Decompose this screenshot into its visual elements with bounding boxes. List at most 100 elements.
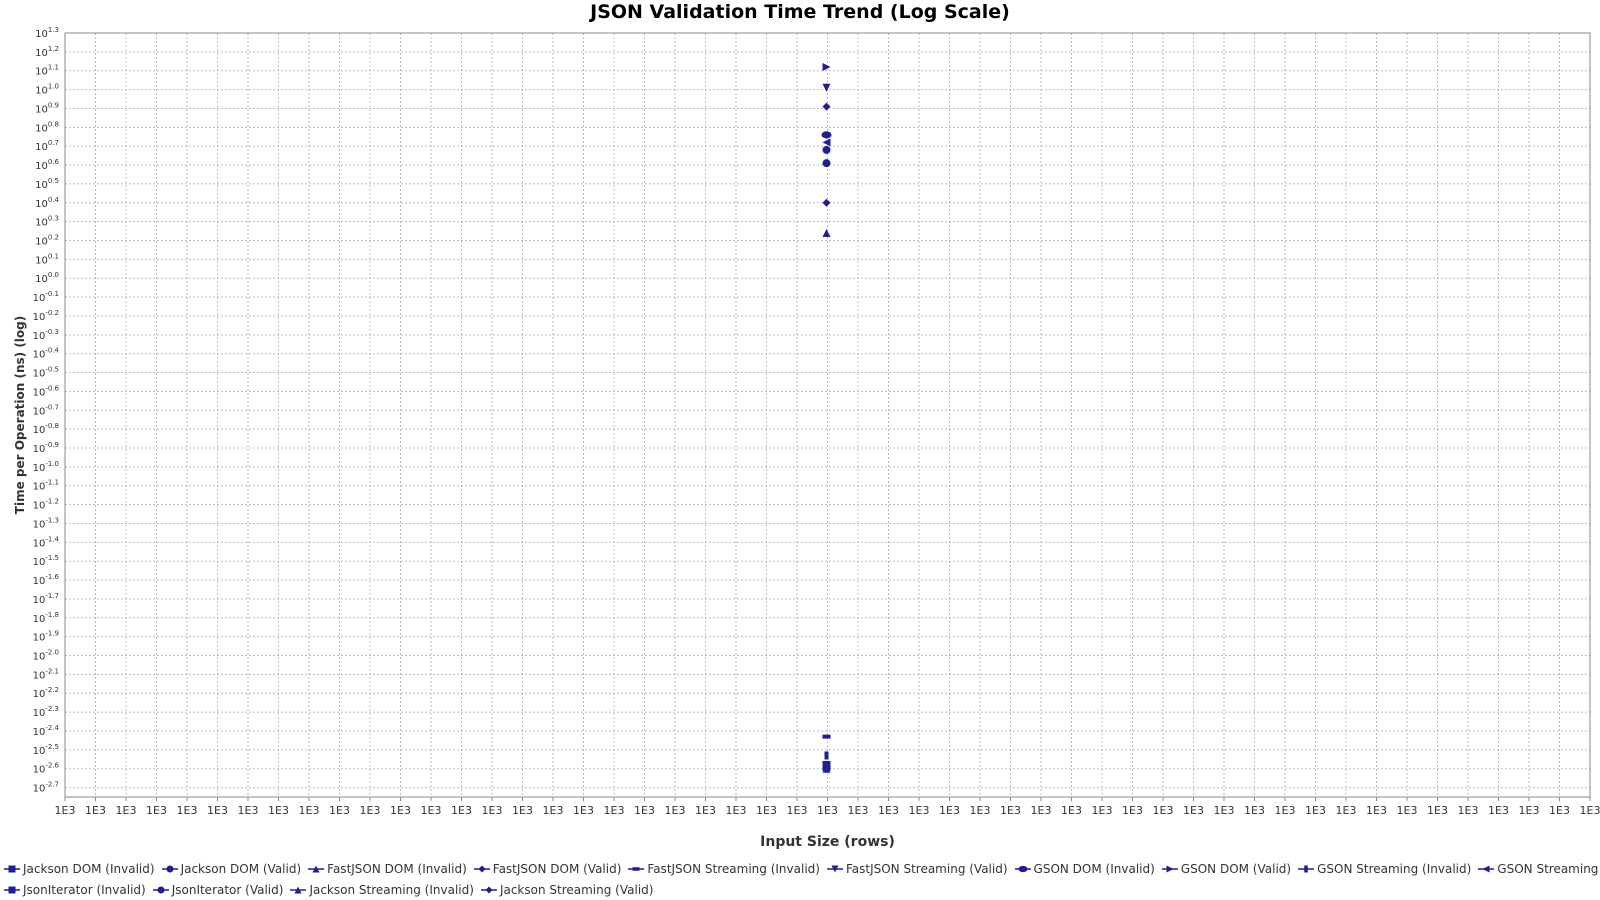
x-tick-label: 1E3 bbox=[238, 804, 259, 817]
legend-marker bbox=[4, 886, 20, 893]
y-tick-label: 10-1.7 bbox=[33, 592, 59, 606]
legend-marker bbox=[628, 866, 645, 871]
x-tick-label: 1E3 bbox=[329, 804, 350, 817]
x-tick-label: 1E3 bbox=[1061, 804, 1082, 817]
y-tick-label: 10-0.7 bbox=[33, 403, 59, 417]
legend-marker bbox=[161, 865, 178, 872]
legend-marker bbox=[4, 865, 20, 872]
y-tick-label: 10-0.4 bbox=[33, 347, 60, 361]
chart-title: JSON Validation Time Trend (Log Scale) bbox=[590, 1, 1010, 23]
data-point-3 bbox=[822, 102, 831, 111]
legend-item: Jackson DOM (Valid) bbox=[161, 862, 301, 876]
legend-label: Jackson DOM (Invalid) bbox=[23, 861, 155, 876]
x-tick-label: 1E3 bbox=[1305, 804, 1326, 817]
y-tick-label: 100.6 bbox=[35, 158, 59, 172]
x-tick-label: 1E3 bbox=[55, 804, 76, 817]
x-tick-label: 1E3 bbox=[543, 804, 564, 817]
x-tick-label: 1E3 bbox=[1366, 804, 1387, 817]
y-axis-ticks: 101.3 101.2 101.1 101.0 100.9 100.8 100.7 100.6… bbox=[33, 26, 60, 795]
y-tick-label: 10-0.9 bbox=[33, 441, 59, 455]
x-tick-label: 1E3 bbox=[451, 804, 472, 817]
legend-row: JsonIterator (Invalid) JsonIterator (Vali… bbox=[4, 879, 1594, 900]
legend-symbol bbox=[312, 865, 320, 872]
x-tick-label: 1E3 bbox=[512, 804, 533, 817]
y-tick-label: 10-0.8 bbox=[33, 422, 59, 436]
x-tick-label: 1E3 bbox=[1488, 804, 1509, 817]
data-point-5 bbox=[822, 83, 831, 92]
y-tick-label: 100.5 bbox=[35, 177, 59, 191]
x-tick-label: 1E3 bbox=[695, 804, 716, 817]
x-tick-label: 1E3 bbox=[1122, 804, 1143, 817]
data-point-7 bbox=[822, 62, 831, 71]
legend-symbol bbox=[1018, 865, 1028, 872]
legend-label: Jackson Streaming (Valid) bbox=[499, 882, 654, 897]
y-tick-label: 10-1.9 bbox=[33, 630, 59, 644]
x-tick-label: 1E3 bbox=[1153, 804, 1174, 817]
x-tick-label: 1E3 bbox=[85, 804, 106, 817]
x-axis-ticks: 1E3 1E3 1E3 1E3 1E3 1E3 1E3 1E3 1E3 1E3 1E3 1E3 1E3 1… bbox=[55, 797, 1600, 817]
x-tick-label: 1E3 bbox=[1580, 804, 1600, 817]
y-tick-label: 101.0 bbox=[35, 83, 59, 97]
y-tick-label: 101.1 bbox=[35, 64, 59, 78]
y-tick-label: 10-1.6 bbox=[33, 573, 60, 587]
x-tick-label: 1E3 bbox=[604, 804, 625, 817]
legend-symbol bbox=[1166, 865, 1174, 872]
y-tick-label: 100.2 bbox=[35, 234, 59, 248]
y-tick-label: 100.3 bbox=[35, 215, 59, 229]
data-point-12 bbox=[822, 764, 831, 773]
legend-symbol bbox=[831, 865, 839, 872]
x-tick-label: 1E3 bbox=[390, 804, 411, 817]
x-tick-label: 1E3 bbox=[939, 804, 960, 817]
legend-label: FastJSON Streaming (Invalid) bbox=[647, 861, 820, 876]
x-tick-label: 1E3 bbox=[1336, 804, 1357, 817]
legend-item: GSON Streaming (Valid) bbox=[1478, 862, 1600, 876]
y-tick-label: 100.0 bbox=[35, 271, 59, 285]
x-tick-label: 1E3 bbox=[1519, 804, 1540, 817]
legend-marker bbox=[308, 865, 325, 872]
y-tick-label: 10-1.1 bbox=[33, 479, 59, 493]
x-tick-label: 1E3 bbox=[787, 804, 808, 817]
y-tick-label: 10-0.6 bbox=[33, 384, 60, 398]
legend-label: GSON DOM (Valid) bbox=[1180, 861, 1292, 876]
legend-item: Jackson DOM (Invalid) bbox=[4, 862, 155, 876]
x-tick-label: 1E3 bbox=[1183, 804, 1204, 817]
legend-row: Jackson DOM (Invalid) Jackson DOM (Valid)… bbox=[4, 858, 1600, 879]
legend-item: JsonIterator (Invalid) bbox=[4, 883, 146, 897]
y-tick-label: 10-1.4 bbox=[33, 535, 60, 549]
x-tick-label: 1E3 bbox=[1275, 804, 1296, 817]
data-point-9 bbox=[822, 138, 831, 147]
y-tick-label: 10-1.5 bbox=[33, 554, 59, 568]
x-tick-label: 1E3 bbox=[878, 804, 899, 817]
legend-symbol bbox=[157, 886, 165, 893]
y-tick-label: 100.4 bbox=[35, 196, 59, 210]
data-point-11 bbox=[822, 145, 831, 154]
x-tick-label: 1E3 bbox=[207, 804, 228, 817]
x-tick-label: 1E3 bbox=[482, 804, 503, 817]
y-tick-label: 10-1.3 bbox=[33, 516, 59, 530]
x-tick-label: 1E3 bbox=[1397, 804, 1418, 817]
x-tick-label: 1E3 bbox=[970, 804, 991, 817]
y-tick-label: 101.3 bbox=[35, 26, 59, 40]
legend-symbol bbox=[485, 886, 493, 893]
legend-label: Jackson Streaming (Invalid) bbox=[309, 882, 474, 897]
x-axis-label: Input Size (rows) bbox=[760, 834, 895, 850]
x-tick-label: 1E3 bbox=[756, 804, 777, 817]
x-tick-label: 1E3 bbox=[848, 804, 869, 817]
legend-symbol bbox=[294, 886, 302, 893]
x-tick-label: 1E3 bbox=[573, 804, 594, 817]
y-tick-label: 10-2.0 bbox=[33, 649, 59, 663]
legend-symbol bbox=[8, 865, 16, 872]
y-tick-label: 10-2.6 bbox=[33, 762, 60, 776]
legend-symbol bbox=[478, 865, 486, 872]
x-tick-label: 1E3 bbox=[726, 804, 747, 817]
data-point-1 bbox=[822, 159, 831, 168]
legend-marker bbox=[152, 886, 169, 893]
y-tick-label: 10-2.2 bbox=[33, 686, 59, 700]
x-tick-label: 1E3 bbox=[634, 804, 655, 817]
data-point-4 bbox=[822, 734, 831, 739]
y-tick-label: 100.1 bbox=[35, 252, 59, 266]
legend-item: GSON Streaming (Invalid) bbox=[1298, 862, 1471, 876]
legend-item: Jackson Streaming (Invalid) bbox=[290, 883, 474, 897]
legend-item: GSON DOM (Valid) bbox=[1161, 861, 1292, 876]
